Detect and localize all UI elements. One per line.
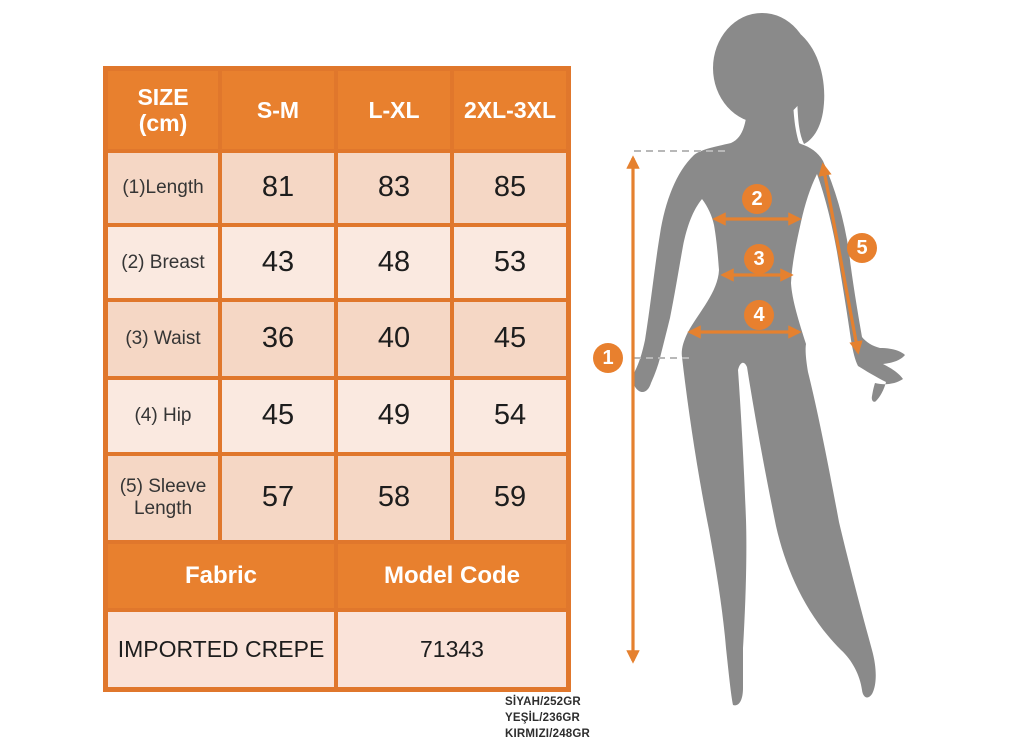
measurement-marker-2-circle [742, 184, 772, 214]
fabric-header: Fabric [108, 544, 334, 608]
color-weight-notes: SİYAH/252GR YEŞİL/236GR KIRMIZI/248GR [505, 694, 590, 742]
measurement-marker-1-circle [593, 343, 623, 373]
cell-length-s-m: 81 [222, 153, 334, 223]
model-code-header: Model Code [338, 544, 566, 608]
row-label-hip: (4) Hip [108, 380, 218, 452]
measurement-marker-4-label: 4 [753, 304, 765, 326]
cell-waist-l-xl: 40 [338, 302, 450, 376]
measurement-marker-5-circle [847, 233, 877, 263]
silhouette-head [713, 13, 811, 123]
silhouette-hair [795, 30, 825, 144]
row-label-sleeve-length: (5) Sleeve Length [108, 456, 218, 540]
header-cell-s-m: S-M [222, 71, 334, 149]
measurement-marker-1-label: 1 [602, 347, 613, 369]
size-unit: (cm) [138, 110, 188, 136]
row-label-waist: (3) Waist [108, 302, 218, 376]
note-red: KIRMIZI/248GR [505, 728, 591, 740]
cell-length-l-xl: 83 [338, 153, 450, 223]
sleeve-arrow [818, 162, 863, 355]
cell-hip-2xl-3xl: 54 [454, 380, 566, 452]
cell-waist-s-m: 36 [222, 302, 334, 376]
cell-breast-l-xl: 48 [338, 227, 450, 298]
row-label-breast: (2) Breast [108, 227, 218, 298]
cell-sleeve-2xl-3xl: 59 [454, 456, 566, 540]
measurement-marker-3-circle [744, 244, 774, 274]
size-table: SIZE (cm) S-M L-XL 2XL-3XL (1)Length 81 … [103, 66, 571, 692]
note-green: YEŞİL/236GR [505, 712, 581, 724]
cell-length-2xl-3xl: 85 [454, 153, 566, 223]
cell-breast-2xl-3xl: 53 [454, 227, 566, 298]
header-cell-2xl-3xl: 2XL-3XL [454, 71, 566, 149]
header-cell-l-xl: L-XL [338, 71, 450, 149]
female-silhouette [632, 13, 905, 706]
cell-waist-2xl-3xl: 45 [454, 302, 566, 376]
measurement-marker-5-label: 5 [856, 237, 867, 259]
row-label-length: (1)Length [108, 153, 218, 223]
cell-hip-l-xl: 49 [338, 380, 450, 452]
cell-breast-s-m: 43 [222, 227, 334, 298]
header-cell-size: SIZE (cm) [108, 71, 218, 149]
model-code-value: 71343 [338, 612, 566, 687]
size-label: SIZE [137, 83, 189, 110]
note-black: SİYAH/252GR [505, 696, 581, 708]
measurement-marker-3-label: 3 [753, 248, 764, 270]
cell-sleeve-s-m: 57 [222, 456, 334, 540]
cell-sleeve-l-xl: 58 [338, 456, 450, 540]
measurement-marker-4-circle [744, 300, 774, 330]
silhouette-body [632, 114, 905, 706]
cell-hip-s-m: 45 [222, 380, 334, 452]
fabric-value: IMPORTED CREPE [108, 612, 334, 687]
measurement-marker-2-label: 2 [751, 188, 762, 210]
